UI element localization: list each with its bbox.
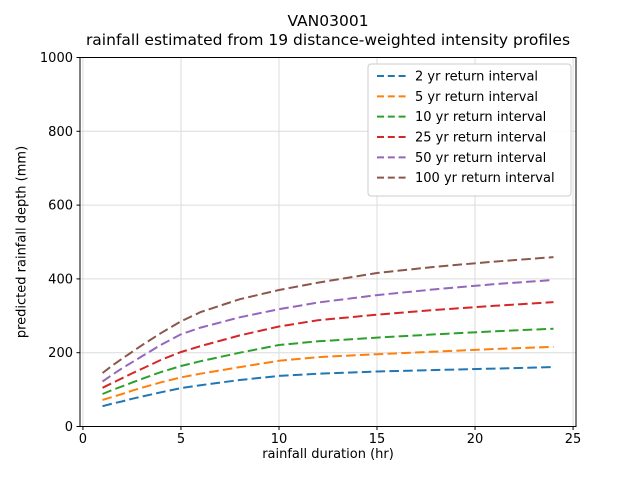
legend: 2 yr return interval 5 yr return interval… [367, 63, 572, 197]
y-tick-label: 400 [48, 272, 73, 287]
x-axis-label: rainfall duration (hr) [262, 447, 394, 462]
series-line-50yr [101, 279, 554, 383]
y-tick-label: 200 [48, 346, 73, 361]
x-tick-label: 0 [79, 432, 87, 447]
series-line-2yr [102, 366, 554, 408]
x-tick-label: 5 [177, 432, 185, 447]
chart-subtitle: rainfall estimated from 19 distance-weig… [85, 31, 571, 49]
legend-entry-100yr: 100 yr return interval [377, 171, 555, 186]
x-tick-label: 25 [565, 432, 582, 447]
legend-label-100yr: 100 yr return interval [415, 171, 555, 186]
legend-label-5yr: 5 yr return interval [415, 90, 538, 105]
series-line-5yr [102, 345, 554, 401]
x-tick-label: 15 [369, 432, 386, 447]
plot-border [79, 57, 577, 427]
legend-label-50yr: 50 yr return interval [415, 151, 546, 166]
legend-entry-10yr: 10 yr return interval [377, 110, 546, 125]
y-tick-label: 800 [48, 125, 73, 140]
y-tick-label: 600 [48, 199, 73, 214]
series-line-25yr [102, 301, 554, 389]
y-tick-label: 1000 [40, 51, 73, 66]
series-line-100yr [101, 256, 554, 374]
x-tick-label: 10 [271, 432, 288, 447]
x-tick-label: 20 [467, 432, 484, 447]
legend-label-10yr: 10 yr return interval [415, 110, 546, 125]
legend-entry-50yr: 50 yr return interval [377, 151, 546, 166]
legend-label-2yr: 2 yr return interval [415, 70, 538, 85]
legend-entry-25yr: 25 yr return interval [377, 131, 546, 146]
legend-box [367, 63, 572, 197]
series-line-10yr [102, 327, 554, 395]
legend-entry-5yr: 5 yr return interval [377, 90, 538, 105]
legend-label-25yr: 25 yr return interval [415, 131, 546, 146]
chart-title: VAN03001 [287, 12, 369, 30]
y-tick-label: 0 [65, 420, 73, 435]
legend-entry-2yr: 2 yr return interval [377, 70, 538, 85]
